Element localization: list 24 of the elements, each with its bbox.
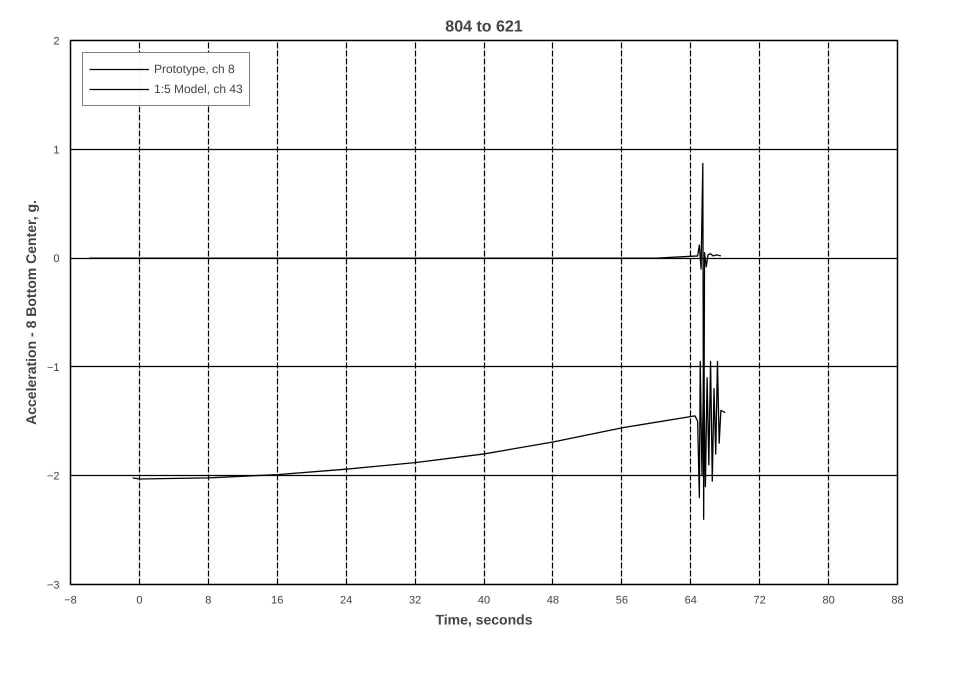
y-tick-label: −3 (46, 580, 60, 592)
y-tick-label: 0 (53, 253, 60, 266)
x-tick-label: −8 (64, 594, 77, 606)
x-tick-label: 80 (822, 594, 835, 606)
legend-label: Prototype, ch 8 (154, 62, 235, 76)
legend-label: 1:5 Model, ch 43 (154, 82, 243, 96)
chart-title: 804 to 621 (445, 18, 523, 36)
y-axis-title: Acceleration - 8 Bottom Center, g. (22, 200, 39, 425)
x-tick-label: 56 (616, 594, 628, 606)
x-tick-label: 8 (205, 594, 212, 606)
x-tick-label: 64 (684, 594, 697, 606)
x-tick-label: 40 (478, 594, 490, 606)
x-axis-title: Time, seconds (436, 612, 533, 628)
x-tick-label: 32 (408, 594, 422, 606)
x-tick-label: 48 (546, 594, 560, 606)
x-tick-label: 0 (136, 594, 142, 606)
x-tick-label: 24 (340, 594, 352, 606)
y-tick-label: −2 (46, 470, 60, 483)
x-tick-label: 72 (754, 594, 766, 606)
x-tick-label: 16 (271, 594, 284, 606)
x-tick-label: 88 (891, 594, 904, 606)
y-tick-label: 2 (53, 36, 60, 48)
y-tick-label: 1 (53, 144, 60, 156)
y-tick-label: −1 (46, 362, 60, 374)
